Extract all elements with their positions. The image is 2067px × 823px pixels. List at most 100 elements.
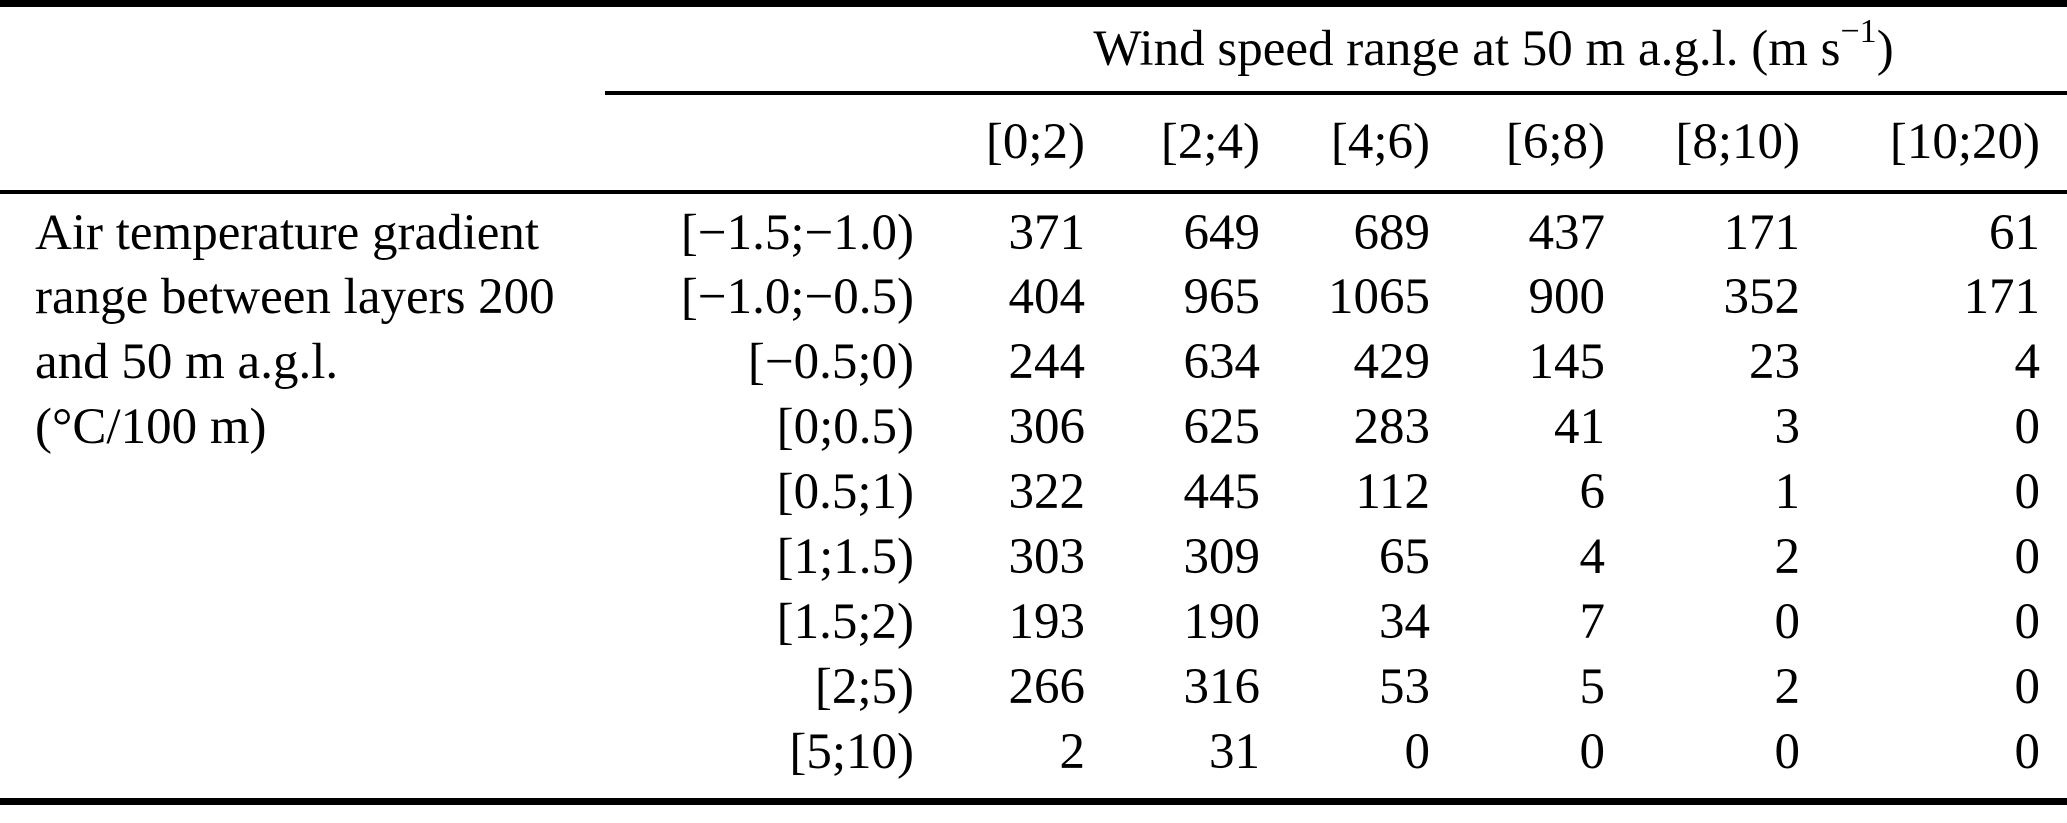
count-cell: 41	[1554, 399, 1605, 455]
row-group-label-line: Air temperature gradient	[35, 205, 540, 261]
count-cell: 3	[1774, 399, 1801, 455]
count-cell: 31	[1209, 724, 1260, 780]
count-cell: 193	[1008, 594, 1086, 650]
count-cell: 0	[2014, 659, 2041, 715]
count-cell: 316	[1183, 659, 1261, 715]
count-cell: 0	[1774, 724, 1801, 780]
row-interval: [0.5;1)	[776, 464, 914, 520]
count-cell: 283	[1353, 399, 1431, 455]
count-cell: 309	[1183, 529, 1261, 585]
count-cell: 171	[1963, 269, 2041, 325]
bottom-spacer	[0, 785, 2067, 802]
empty-corner-cell	[0, 4, 605, 93]
group-header-title: Wind speed range at 50 m a.g.l. (m s−1)	[920, 3, 2067, 95]
count-cell: 0	[2014, 399, 2041, 455]
table-row: and 50 m a.g.l. [−0.5;0) 244 634 429 145…	[0, 330, 2067, 395]
row-interval: [−1.0;−0.5)	[680, 269, 914, 325]
count-cell: 65	[1379, 529, 1430, 585]
row-interval: [0;0.5)	[776, 399, 914, 455]
wind-speed-vs-temperature-gradient-table: Wind speed range at 50 m a.g.l. (m s−1) …	[0, 0, 2067, 805]
table-row: range between layers 200 [−1.0;−0.5) 404…	[0, 265, 2067, 330]
row-interval: [1;1.5)	[776, 529, 914, 585]
count-cell: 5	[1579, 659, 1606, 715]
group-header-text: Wind speed range at 50 m a.g.l. (m s	[1093, 20, 1841, 77]
count-cell: 0	[1404, 724, 1431, 780]
table-row: [1.5;2) 193 190 34 7 0 0	[0, 590, 2067, 655]
group-header-close-paren: )	[1876, 20, 1894, 77]
col-header-wind-4-6: [4;6)	[1260, 92, 1430, 194]
count-cell: 437	[1528, 205, 1606, 261]
empty-cell	[0, 92, 605, 194]
group-header-row: Wind speed range at 50 m a.g.l. (m s−1)	[0, 3, 2067, 95]
unit-exponent: −1	[1840, 12, 1877, 50]
count-cell: 404	[1008, 269, 1086, 325]
count-cell: 0	[2014, 724, 2041, 780]
count-cell: 0	[2014, 529, 2041, 585]
count-cell: 4	[2014, 334, 2041, 390]
count-cell: 322	[1008, 464, 1086, 520]
col-header-wind-2-4: [2;4)	[1085, 92, 1260, 194]
count-cell: 171	[1723, 205, 1801, 261]
count-cell: 965	[1183, 269, 1261, 325]
count-cell: 429	[1353, 334, 1431, 390]
row-group-label-line	[0, 590, 605, 655]
row-interval: [5;10)	[789, 724, 914, 780]
count-cell: 61	[1989, 205, 2040, 261]
group-rule-extension	[605, 3, 920, 95]
table-row: Air temperature gradient [−1.5;−1.0) 371…	[0, 192, 2067, 265]
count-cell: 4	[1579, 529, 1606, 585]
count-cell: 266	[1008, 659, 1086, 715]
table-row: (°C/100 m) [0;0.5) 306 625 283 41 3 0	[0, 395, 2067, 460]
count-cell: 1065	[1328, 269, 1430, 325]
row-interval: [−1.5;−1.0)	[680, 205, 914, 261]
row-group-label-line	[0, 720, 605, 785]
count-cell: 0	[2014, 464, 2041, 520]
count-cell: 244	[1008, 334, 1086, 390]
empty-cell	[605, 92, 920, 194]
row-group-label-line	[0, 460, 605, 525]
row-interval: [−0.5;0)	[747, 334, 914, 390]
count-cell: 2	[1059, 724, 1086, 780]
row-group-label-line	[0, 655, 605, 720]
count-cell: 7	[1579, 594, 1606, 650]
count-cell: 34	[1379, 594, 1430, 650]
count-cell: 53	[1379, 659, 1430, 715]
row-interval: [1.5;2)	[776, 594, 914, 650]
table-row: [5;10) 2 31 0 0 0 0	[0, 720, 2067, 785]
col-header-wind-0-2: [0;2)	[920, 92, 1085, 194]
count-cell: 23	[1749, 334, 1800, 390]
row-group-label-line: range between layers 200	[35, 269, 555, 325]
count-cell: 1	[1774, 464, 1801, 520]
count-cell: 634	[1183, 334, 1261, 390]
count-cell: 0	[1774, 594, 1801, 650]
count-cell: 371	[1008, 205, 1086, 261]
table-row: [1;1.5) 303 309 65 4 2 0	[0, 525, 2067, 590]
table-row: [0.5;1) 322 445 112 6 1 0	[0, 460, 2067, 525]
table-row: [2;5) 266 316 53 5 2 0	[0, 655, 2067, 720]
count-cell: 689	[1353, 205, 1431, 261]
col-header-wind-8-10: [8;10)	[1605, 92, 1800, 194]
count-cell: 112	[1355, 464, 1430, 520]
col-header-wind-6-8: [6;8)	[1430, 92, 1605, 194]
count-cell: 0	[1579, 724, 1606, 780]
column-header-row: [0;2) [2;4) [4;6) [6;8) [8;10) [10;20)	[0, 92, 2067, 194]
count-cell: 900	[1528, 269, 1606, 325]
count-cell: 649	[1183, 205, 1261, 261]
bottom-spacer-row	[0, 785, 2067, 802]
count-cell: 625	[1183, 399, 1261, 455]
count-cell: 303	[1008, 529, 1086, 585]
row-interval: [2;5)	[814, 659, 914, 715]
count-cell: 445	[1183, 464, 1261, 520]
col-header-wind-10-20: [10;20)	[1800, 92, 2067, 194]
count-cell: 352	[1723, 269, 1801, 325]
count-cell: 0	[2014, 594, 2041, 650]
count-cell: 6	[1579, 464, 1606, 520]
count-cell: 190	[1183, 594, 1261, 650]
row-group-label-line: (°C/100 m)	[35, 399, 267, 455]
count-cell: 2	[1774, 659, 1801, 715]
count-cell: 306	[1008, 399, 1086, 455]
count-cell: 2	[1774, 529, 1801, 585]
count-cell: 145	[1528, 334, 1606, 390]
row-group-label-line: and 50 m a.g.l.	[35, 334, 339, 390]
row-group-label-line	[0, 525, 605, 590]
